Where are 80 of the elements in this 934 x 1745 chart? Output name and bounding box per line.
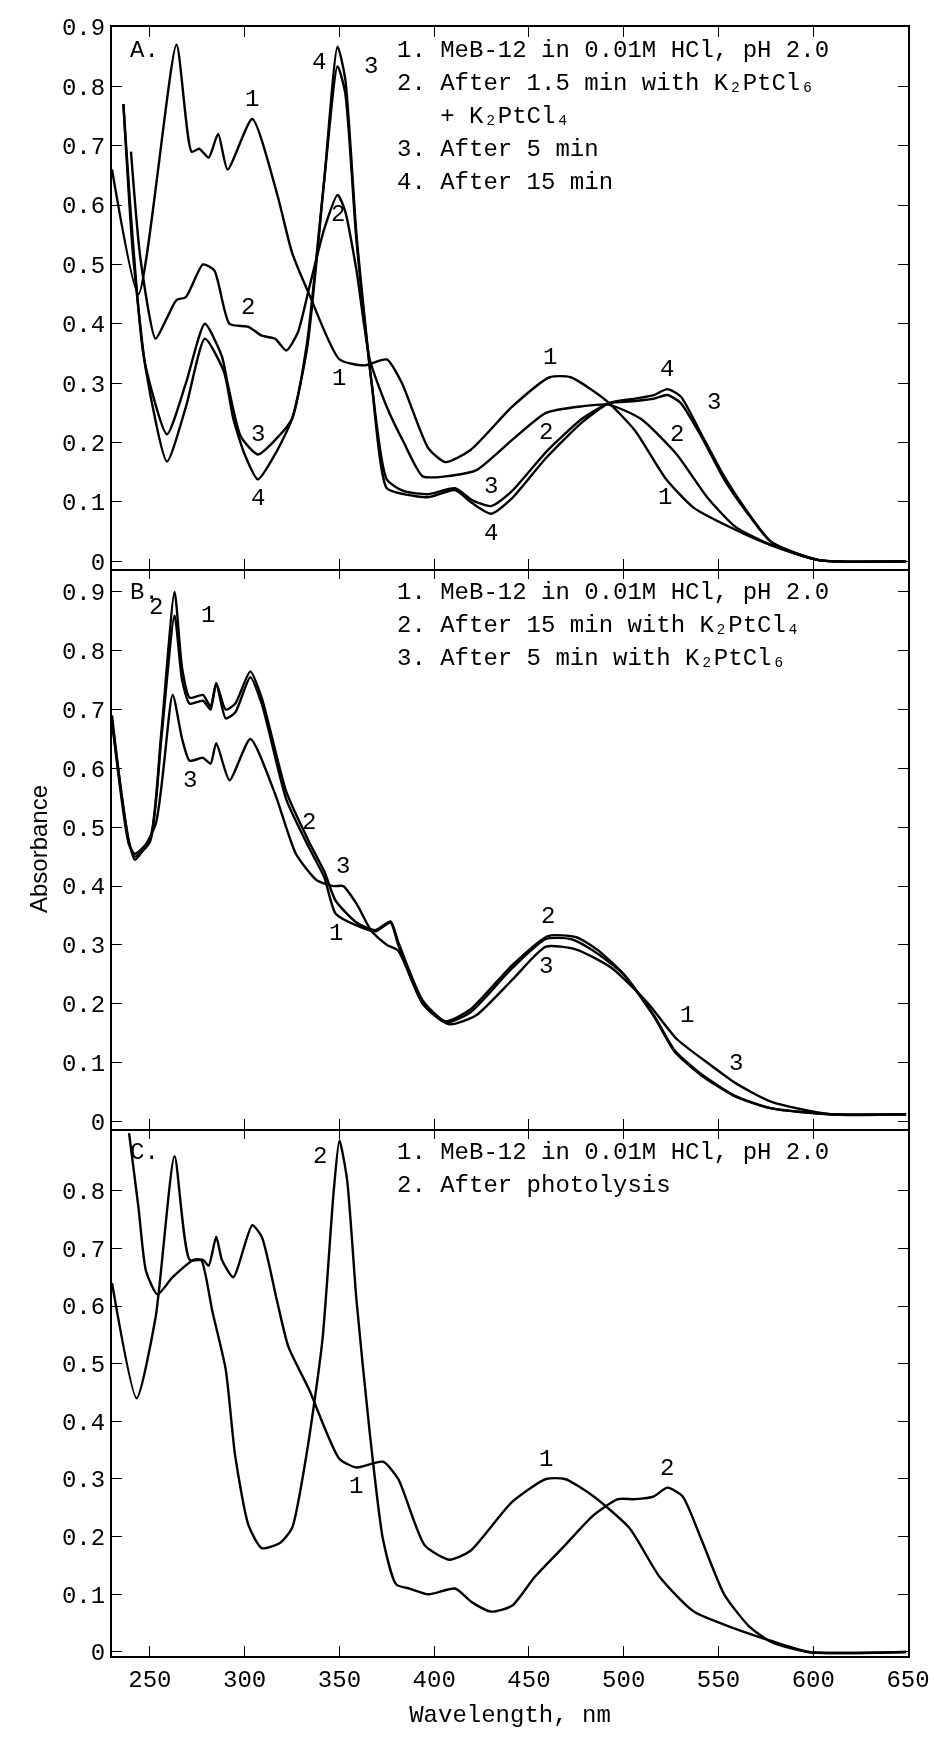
- y-tick-label: 0.2: [61, 430, 106, 458]
- annotation: 1: [539, 1446, 554, 1473]
- y-axis-title: Absorbance: [24, 784, 52, 914]
- annotation: 3: [251, 421, 266, 448]
- annotation: 2: [670, 421, 685, 448]
- annotation: 2. After 1.5 min with K₂PtCl₆: [397, 70, 815, 97]
- y-tick-label: 0.7: [61, 697, 106, 725]
- annotation: + K₂PtCl₄: [397, 103, 570, 130]
- x-tick-label: 600: [791, 1666, 835, 1694]
- annotation: 1: [680, 1002, 695, 1029]
- y-tick-label: 0.5: [61, 252, 106, 280]
- y-tick-label: 0.1: [61, 1582, 106, 1610]
- y-tick-label: 0.8: [61, 1179, 106, 1207]
- y-tick-label: 0.1: [61, 490, 106, 518]
- annotation: 4. After 15 min: [397, 169, 614, 196]
- x-tick-label: 500: [602, 1666, 646, 1694]
- annotation: 1: [332, 365, 347, 392]
- annotation: 1: [349, 1473, 364, 1500]
- y-tick-label: 0.9: [61, 580, 106, 608]
- annotation: 3: [484, 473, 499, 500]
- annotation: 2: [241, 294, 256, 321]
- y-tick-label: 0.4: [61, 1409, 106, 1437]
- x-tick-label: 450: [507, 1666, 551, 1694]
- y-tick-label: 0: [90, 1109, 106, 1137]
- annotation: 3: [183, 767, 198, 794]
- annotation: 1. MeB-12 in 0.01M HCl, pH 2.0: [397, 579, 830, 606]
- annotation: 4: [660, 356, 675, 383]
- annotation: 4: [312, 49, 327, 76]
- y-tick-label: 0.6: [61, 756, 106, 784]
- annotation: 3: [336, 853, 351, 880]
- annotation: 1. MeB-12 in 0.01M HCl, pH 2.0: [397, 1139, 830, 1166]
- annotation: 4: [251, 485, 266, 512]
- annotation: 2: [331, 201, 346, 228]
- annotation: 2: [302, 809, 317, 836]
- annotation: 1: [658, 484, 673, 511]
- annotation: 3. After 5 min: [397, 136, 599, 163]
- x-tick-label: 550: [696, 1666, 741, 1694]
- x-tick-label: 300: [223, 1666, 267, 1694]
- y-tick-label: 0.7: [61, 134, 106, 162]
- annotation: 1. MeB-12 in 0.01M HCl, pH 2.0: [397, 37, 830, 64]
- y-tick-label: 0.3: [61, 371, 106, 399]
- chart-title: A.: [130, 37, 159, 64]
- annotation: 2: [539, 419, 554, 446]
- x-axis-title: Wavelength, nm: [409, 1701, 611, 1729]
- annotation: 1: [201, 602, 216, 629]
- annotation: 3. After 5 min with K₂PtCl₆: [397, 645, 786, 672]
- y-tick-label: 0.1: [61, 1050, 106, 1078]
- x-tick-label: 350: [317, 1666, 362, 1694]
- x-tick-label: 400: [412, 1666, 456, 1694]
- annotation: 2. After photolysis: [397, 1172, 671, 1199]
- y-tick-label: 0.4: [61, 312, 106, 340]
- y-tick-label: 0.8: [61, 639, 106, 667]
- annotation: 3: [729, 1050, 744, 1077]
- y-tick-label: 0.4: [61, 874, 106, 902]
- x-tick-label: 250: [128, 1666, 172, 1694]
- annotation: 2. After 15 min with K₂PtCl₄: [397, 612, 801, 639]
- annotation: 2: [313, 1143, 328, 1170]
- annotation: 2: [541, 903, 556, 930]
- annotation: 1: [329, 920, 344, 947]
- y-tick-label: 0: [90, 1640, 106, 1668]
- annotation: 3: [539, 953, 554, 980]
- y-tick-label: 0.8: [61, 74, 106, 102]
- y-tick-label: 0.6: [61, 1294, 106, 1322]
- y-tick-label: 0.2: [61, 1525, 106, 1553]
- y-tick-label: 0.5: [61, 815, 106, 843]
- annotation: 3: [364, 53, 379, 80]
- y-tick-label: 0.3: [61, 933, 106, 961]
- y-tick-label: 0.7: [61, 1236, 106, 1264]
- y-tick-label: 0.6: [61, 193, 106, 221]
- y-tick-label: 0.9: [61, 15, 106, 43]
- x-tick-label: 650: [886, 1666, 930, 1694]
- annotation: 1: [245, 86, 260, 113]
- annotation: 2: [660, 1455, 675, 1482]
- annotation: 4: [484, 520, 499, 547]
- y-tick-label: 0.2: [61, 992, 106, 1020]
- y-tick-label: 0.5: [61, 1352, 106, 1380]
- annotation: 1: [543, 344, 558, 371]
- y-tick-label: 0: [90, 549, 106, 577]
- y-tick-label: 0.3: [61, 1467, 106, 1495]
- annotation: 3: [707, 389, 722, 416]
